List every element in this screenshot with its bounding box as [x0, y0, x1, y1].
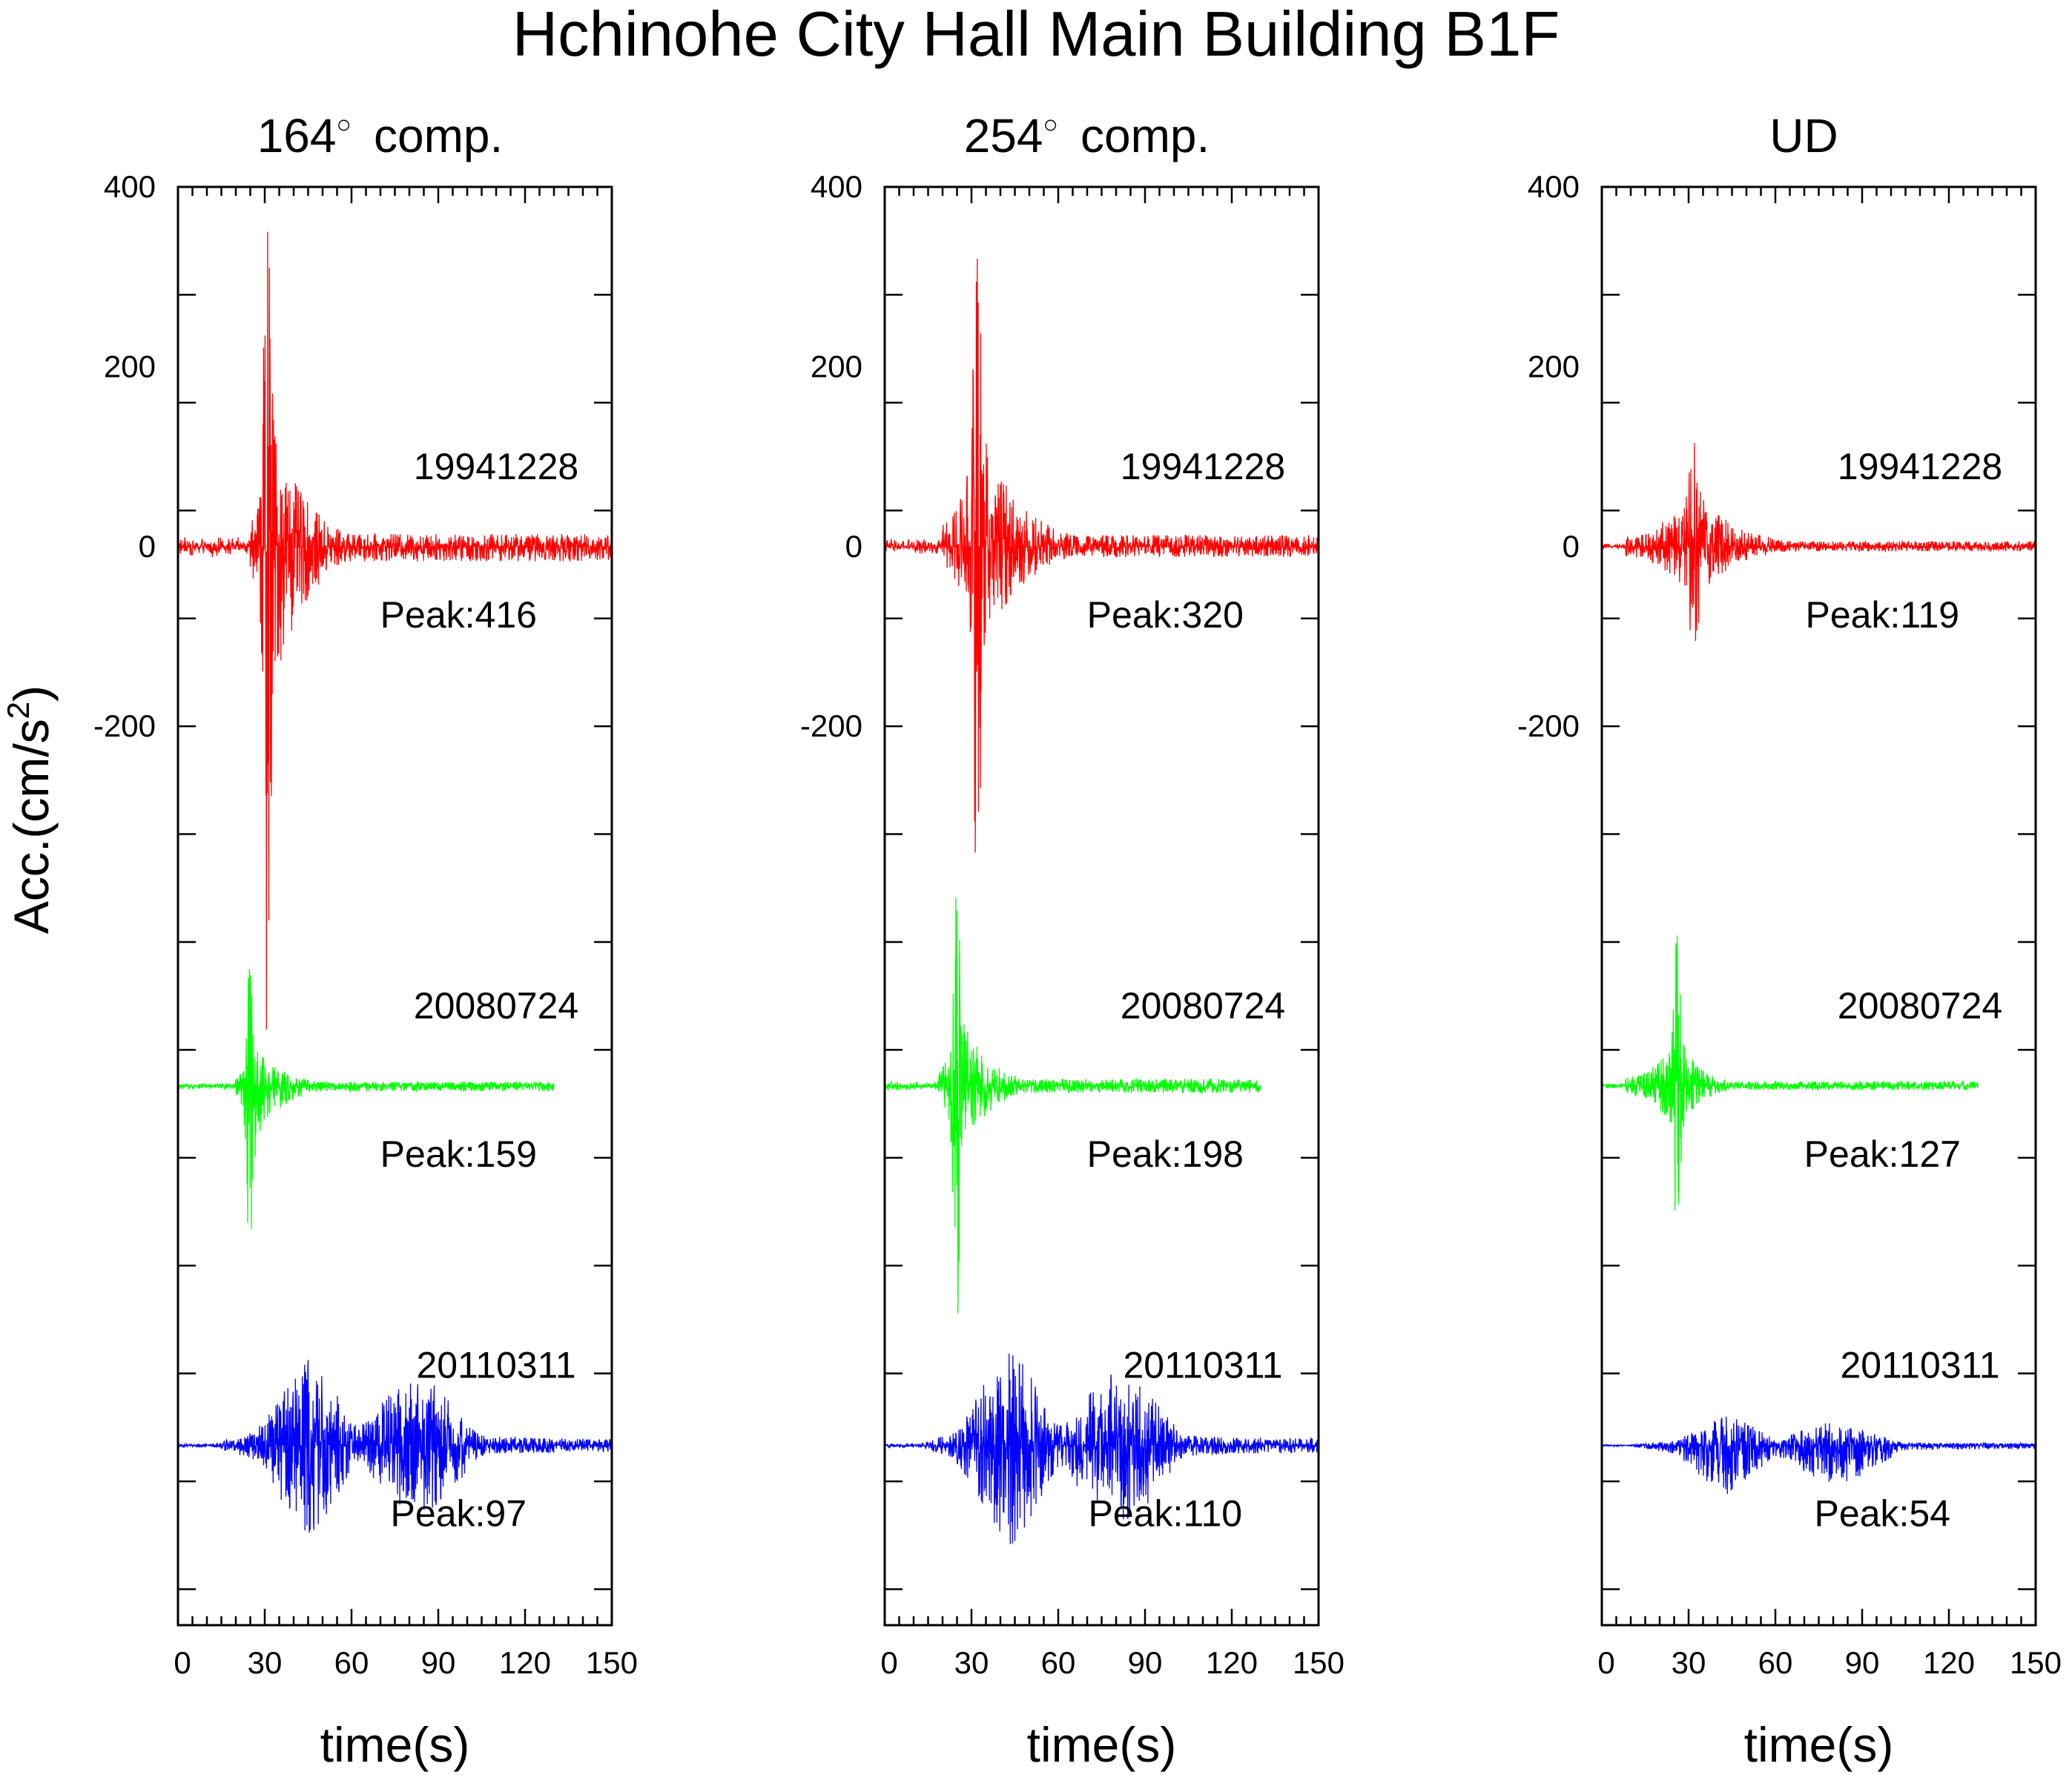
y-tick-label: -200 — [800, 708, 862, 743]
panel-title-suffix: comp. — [374, 109, 503, 162]
trace-20110311 — [1601, 1416, 2036, 1495]
peak-label-20080724: Peak:127 — [1804, 1133, 1961, 1175]
x-axis-label: time(s) — [1744, 1717, 1894, 1772]
trace-19941228 — [884, 258, 1319, 853]
peak-label-19941228: Peak:119 — [1806, 594, 1960, 636]
x-tick-label: 0 — [174, 1645, 191, 1680]
y-tick-label: -200 — [93, 708, 156, 743]
trace-20110311 — [884, 1353, 1319, 1544]
peak-label-20110311: Peak:110 — [1089, 1493, 1243, 1535]
panel-title: 164○ comp. — [257, 109, 504, 162]
trace-19941228 — [177, 231, 613, 1030]
x-tick-label: 90 — [421, 1645, 456, 1680]
x-tick-label: 90 — [1128, 1645, 1163, 1680]
trace-20080724 — [177, 969, 555, 1229]
x-tick-label: 0 — [880, 1645, 897, 1680]
x-axis-label: time(s) — [320, 1717, 470, 1772]
panel-title-suffix: comp. — [1080, 109, 1210, 162]
y-axis-label-sup: 2 — [1, 702, 36, 719]
event-label-19941228: 19941228 — [1838, 446, 2002, 487]
event-label-20080724: 20080724 — [1838, 985, 2002, 1027]
peak-label-19941228: Peak:320 — [1087, 594, 1244, 636]
plot-frame — [883, 185, 1320, 1627]
panels: 164○ comp.Acc.(cm/s2)time(s)19941228Peak:… — [1, 109, 2062, 1772]
x-tick-label: 60 — [334, 1645, 369, 1680]
degree-mark: ○ — [336, 111, 352, 139]
x-tick-label: 150 — [1293, 1645, 1345, 1680]
y-axis-label-sup: 2 — [1, 702, 36, 719]
panel-2: UD Acc.(cm/s2) time(s) 19941228 Peak:119 2008… — [1, 109, 2062, 1772]
x-tick-label: 30 — [248, 1645, 283, 1680]
y-axis-label: Acc.(cm/s2) — [1, 685, 59, 934]
y-axis-label: Acc.(cm/s2) — [1, 685, 59, 934]
event-label-20080724: 20080724 — [414, 985, 578, 1027]
x-tick-label: 30 — [954, 1645, 989, 1680]
y-tick-label: 200 — [1528, 349, 1580, 383]
degree-mark: ○ — [1043, 111, 1058, 139]
panel-title: 254○ comp. — [964, 109, 1210, 162]
y-axis-label-main: Acc.(cm/s — [4, 719, 59, 934]
y-tick-label: 0 — [1563, 529, 1580, 564]
panel-title: UD — [1769, 109, 1838, 162]
plot-frame — [176, 185, 613, 1627]
x-tick-label: 120 — [1206, 1645, 1258, 1680]
panel-title-angle: 254 — [964, 109, 1043, 162]
trace-19941228 — [1601, 443, 2036, 642]
peak-label-20110311: Peak:54 — [1815, 1493, 1950, 1535]
x-tick-label: 60 — [1758, 1645, 1793, 1680]
y-tick-label: 200 — [104, 349, 156, 383]
trace-20080724 — [1601, 935, 1979, 1211]
y-tick-label: 400 — [104, 169, 156, 204]
y-axis-label-close: ) — [4, 685, 59, 702]
x-tick-label: 0 — [1597, 1645, 1614, 1680]
x-tick-label: 60 — [1041, 1645, 1076, 1680]
x-tick-label: 30 — [1672, 1645, 1706, 1680]
panel-title-angle: UD — [1769, 109, 1838, 162]
trace-20080724 — [884, 898, 1261, 1314]
y-tick-label: 0 — [845, 529, 862, 564]
trace-20110311 — [177, 1360, 613, 1533]
x-tick-label: 90 — [1845, 1645, 1880, 1680]
y-tick-label: 0 — [139, 529, 156, 564]
y-tick-label: 400 — [1528, 169, 1580, 204]
x-tick-label: 150 — [2010, 1645, 2062, 1680]
panel-1: 254○ comp.Acc.(cm/s2)time(s)19941228Peak:… — [1, 109, 1345, 1772]
y-axis-label-close: ) — [4, 685, 59, 702]
y-axis-label: Acc.(cm/s2) — [1, 685, 59, 934]
y-tick-label: 400 — [811, 169, 862, 204]
y-axis-label-main: Acc.(cm/s — [4, 719, 59, 934]
peak-label-19941228: Peak:416 — [380, 594, 537, 636]
y-tick-label: 200 — [811, 349, 862, 383]
y-axis-label-sup: 2 — [1, 702, 36, 719]
event-label-19941228: 19941228 — [1121, 446, 1285, 487]
x-tick-label: 120 — [1923, 1645, 1975, 1680]
event-label-20080724: 20080724 — [1121, 985, 1285, 1027]
panel-title-angle: 164 — [257, 109, 337, 162]
x-axis-label: time(s) — [1027, 1717, 1177, 1772]
y-tick-label: -200 — [1517, 708, 1580, 743]
x-tick-label: 120 — [499, 1645, 551, 1680]
event-label-19941228: 19941228 — [414, 446, 578, 487]
peak-label-20080724: Peak:159 — [380, 1133, 537, 1175]
y-axis-label-close: ) — [4, 685, 59, 702]
event-label-20110311: 20110311 — [1123, 1345, 1282, 1386]
panel-0: 164○ comp. Acc.(cm/s2) time(s) 19941228 Peak:… — [1, 109, 638, 1772]
peak-label-20080724: Peak:198 — [1087, 1133, 1244, 1175]
peak-label-20110311: Peak:97 — [391, 1493, 527, 1535]
x-tick-label: 150 — [586, 1645, 638, 1680]
event-label-20110311: 20110311 — [1840, 1345, 1999, 1386]
y-axis-label-main: Acc.(cm/s — [4, 719, 59, 934]
figure-title: Hchinohe City Hall Main Building B1F — [512, 0, 1560, 70]
event-label-20110311: 20110311 — [416, 1345, 575, 1386]
plot-frame — [1600, 185, 2037, 1627]
